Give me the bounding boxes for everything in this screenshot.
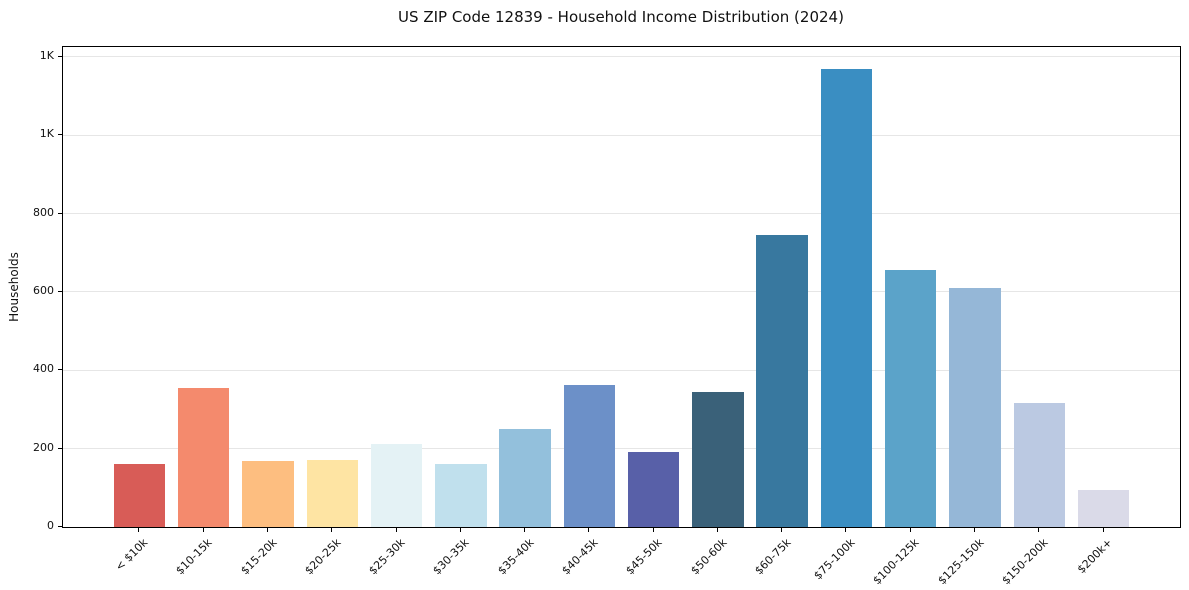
x-tick-label: $45-50k — [623, 536, 665, 578]
plot-area — [62, 46, 1181, 528]
y-tick-mark — [58, 212, 63, 214]
x-tick-label: $125-150k — [935, 536, 987, 588]
x-tick-label: $50-60k — [687, 536, 730, 578]
bar — [1013, 403, 1065, 527]
x-tick-mark — [716, 527, 718, 532]
bar — [627, 452, 680, 527]
x-tick-mark — [652, 527, 654, 532]
x-tick-label: $20-25k — [302, 536, 344, 578]
y-tick-mark — [58, 447, 63, 449]
bar — [242, 461, 294, 527]
bar — [885, 269, 937, 527]
x-tick-mark — [331, 527, 333, 532]
x-tick-mark — [524, 527, 526, 532]
bar — [370, 443, 423, 527]
y-tick-label: 1K — [39, 48, 54, 62]
x-tick-label: $40-45k — [559, 536, 601, 578]
x-tick-mark — [267, 527, 269, 532]
gridline — [63, 369, 1180, 371]
x-tick-label: $30-35k — [430, 536, 473, 578]
x-tick-mark — [845, 527, 847, 532]
x-tick-label: $60-75k — [752, 536, 794, 578]
y-tick-label: 0 — [47, 519, 54, 532]
x-tick-label: $35-40k — [495, 536, 537, 578]
y-tick-mark — [58, 55, 63, 57]
x-tick-mark — [202, 527, 204, 532]
y-tick-mark — [58, 290, 63, 292]
bar — [113, 464, 166, 527]
bar — [499, 429, 551, 527]
gridline — [63, 134, 1180, 136]
bar — [949, 287, 1001, 527]
bar — [1077, 489, 1130, 527]
x-tick-mark — [973, 527, 975, 532]
y-axis-label: Households — [7, 252, 21, 322]
x-tick-label: $10-15k — [173, 536, 215, 578]
bar — [563, 385, 616, 527]
bar — [820, 69, 873, 527]
x-tick-label: < $10k — [113, 536, 151, 574]
x-tick-label: $75-100k — [811, 536, 858, 583]
gridline — [63, 213, 1180, 215]
y-tick-label: 400 — [33, 362, 54, 376]
bar — [306, 459, 358, 527]
y-tick-label: 600 — [33, 283, 54, 297]
gridline — [63, 56, 1180, 58]
x-tick-mark — [781, 527, 783, 532]
y-tick-mark — [58, 134, 63, 136]
gridline — [63, 448, 1180, 450]
x-tick-mark — [1038, 527, 1040, 532]
y-tick-mark — [58, 526, 63, 527]
x-tick-label: $100-125k — [870, 536, 922, 588]
x-tick-mark — [909, 527, 911, 532]
bar — [178, 388, 230, 527]
y-tick-label: 200 — [33, 440, 54, 454]
y-tick-label: 800 — [33, 205, 54, 219]
x-tick-mark — [1102, 527, 1104, 532]
y-tick-label: 1K — [39, 127, 54, 141]
bar — [692, 392, 744, 527]
gridline — [63, 291, 1180, 293]
x-tick-label: $150-200k — [999, 536, 1051, 588]
x-tick-mark — [459, 527, 461, 532]
bar — [756, 235, 808, 527]
x-tick-mark — [395, 527, 397, 532]
x-tick-label: $15-20k — [237, 536, 280, 578]
bar — [435, 464, 487, 527]
x-tick-label: $200k+ — [1074, 536, 1115, 577]
x-tick-mark — [588, 527, 590, 532]
y-tick-mark — [58, 369, 63, 371]
x-tick-mark — [138, 527, 140, 532]
x-tick-label: $25-30k — [366, 536, 408, 578]
chart-title: US ZIP Code 12839 - Household Income Dis… — [398, 8, 844, 26]
